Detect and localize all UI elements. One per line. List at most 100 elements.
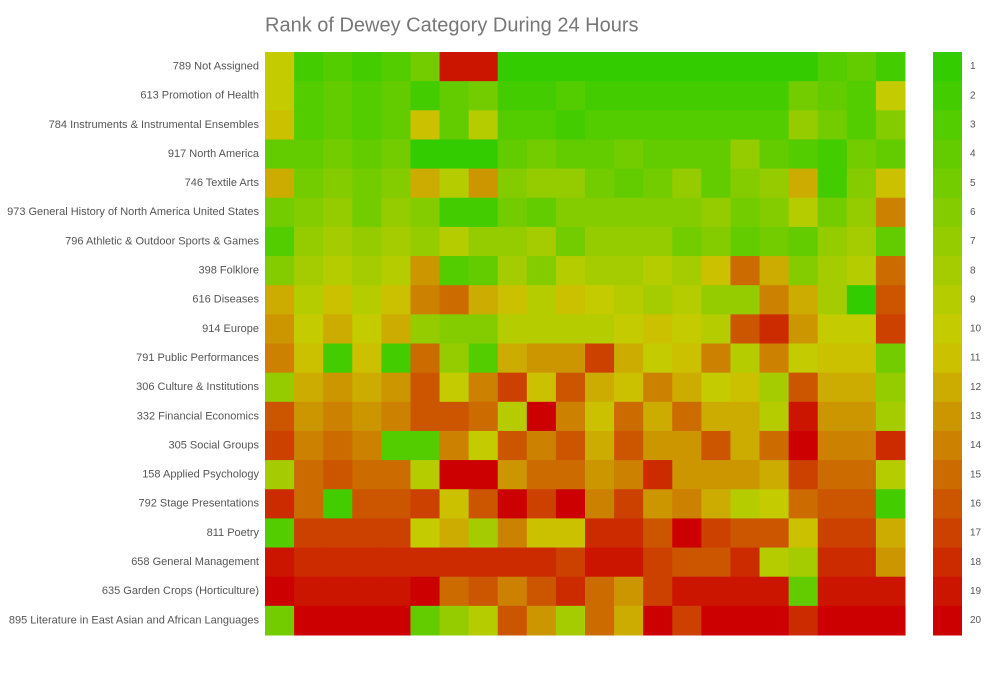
- heat-cell: [294, 285, 324, 315]
- heat-cell: [672, 256, 702, 286]
- heat-cell: [788, 576, 819, 607]
- heat-cell: [265, 197, 295, 228]
- heat-cell: [265, 256, 295, 286]
- heat-cell: [672, 547, 702, 578]
- heat-cell: [585, 168, 615, 199]
- heat-cell: [759, 343, 790, 374]
- heat-cell: [410, 168, 441, 199]
- heat-cell: [294, 518, 324, 549]
- colorbar-cell: [933, 518, 962, 549]
- heat-cell: [759, 110, 790, 140]
- heat-cell: [323, 168, 353, 199]
- heat-cell: [294, 226, 324, 257]
- heat-cell: [730, 576, 761, 607]
- heat-cell: [875, 605, 906, 636]
- heat-cell: [875, 314, 906, 344]
- heat-cell: [730, 226, 761, 257]
- heat-cell: [759, 226, 790, 257]
- heat-cell: [323, 605, 353, 636]
- heat-cell: [701, 343, 731, 374]
- heat-cell: [555, 430, 586, 461]
- heat-cell: [614, 576, 644, 607]
- heat-cell: [410, 518, 441, 549]
- heat-cell: [555, 168, 586, 199]
- heat-cell: [294, 547, 324, 578]
- heat-cell: [875, 110, 906, 140]
- heat-cell: [410, 372, 441, 403]
- heat-cell: [352, 81, 382, 111]
- heat-cell: [730, 52, 761, 82]
- heat-cell: [352, 401, 382, 432]
- heat-cell: [672, 314, 702, 344]
- heat-cell: [672, 226, 702, 257]
- heat-cell: [788, 197, 819, 228]
- heat-cell: [788, 110, 819, 140]
- heat-cell: [294, 197, 324, 228]
- heat-cell: [846, 81, 877, 111]
- heat-cell: [410, 197, 441, 228]
- heat-cell: [759, 285, 790, 315]
- heat-cell: [526, 489, 557, 519]
- heat-cell: [497, 547, 528, 578]
- colorbar-cell: [933, 576, 962, 607]
- heat-cell: [352, 547, 382, 578]
- heat-cell: [788, 605, 819, 636]
- heat-cell: [759, 372, 790, 403]
- heat-cell: [410, 401, 441, 432]
- heat-cell: [468, 139, 499, 170]
- heat-cell: [585, 81, 615, 111]
- heat-cell: [846, 110, 877, 140]
- heat-cell: [497, 110, 528, 140]
- heat-cell: [323, 489, 353, 519]
- heat-cell: [817, 518, 848, 549]
- heat-cell: [410, 256, 441, 286]
- heat-cell: [614, 197, 644, 228]
- heat-cell: [352, 256, 382, 286]
- heat-cell: [846, 605, 877, 636]
- heat-cell: [381, 81, 411, 111]
- heat-cell: [672, 52, 702, 82]
- heat-cell: [468, 547, 499, 578]
- heat-cell: [614, 285, 644, 315]
- heat-cell: [526, 460, 557, 490]
- heat-cell: [294, 401, 324, 432]
- heat-cell: [614, 401, 644, 432]
- heat-cell: [614, 139, 644, 170]
- heat-cell: [497, 285, 528, 315]
- heat-cell: [526, 168, 557, 199]
- heat-cell: [585, 52, 615, 82]
- heat-cell: [294, 605, 324, 636]
- heat-cell: [614, 314, 644, 344]
- colorbar-cell: [933, 285, 962, 315]
- heat-cell: [265, 401, 295, 432]
- heat-cell: [526, 226, 557, 257]
- heat-cell: [759, 52, 790, 82]
- heat-cell: [526, 343, 557, 374]
- row-label: 789 Not Assigned: [173, 60, 259, 72]
- heat-cell: [439, 139, 470, 170]
- heat-cell: [468, 226, 499, 257]
- heat-cell: [410, 343, 441, 374]
- heat-cell: [381, 460, 411, 490]
- heat-cell: [497, 139, 528, 170]
- heat-cell: [294, 489, 324, 519]
- heat-cell: [439, 197, 470, 228]
- heat-cell: [497, 401, 528, 432]
- heat-cell: [265, 110, 295, 140]
- heat-cell: [323, 547, 353, 578]
- heat-cell: [352, 518, 382, 549]
- heat-cell: [672, 81, 702, 111]
- heat-cell: [817, 430, 848, 461]
- heat-cell: [614, 226, 644, 257]
- colorbar-cell: [933, 226, 962, 257]
- heat-cell: [439, 372, 470, 403]
- heat-cell: [846, 489, 877, 519]
- heat-cell: [672, 285, 702, 315]
- heat-cell: [439, 518, 470, 549]
- heat-cell: [672, 197, 702, 228]
- heat-cell: [585, 430, 615, 461]
- heat-cell: [788, 226, 819, 257]
- heat-cell: [381, 314, 411, 344]
- heat-cell: [468, 110, 499, 140]
